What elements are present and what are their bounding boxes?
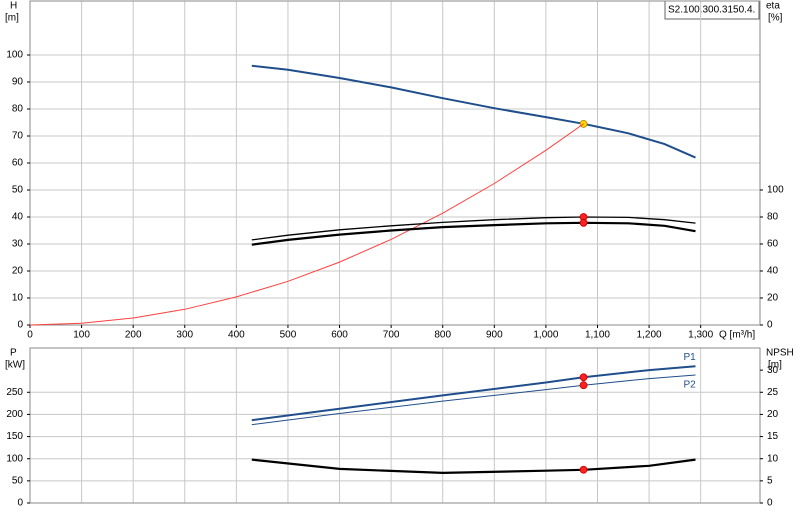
x-tick-label: 900 [486,330,503,341]
x-tick-label: 300 [176,330,193,341]
y-tick-label: 40 [12,212,24,223]
y2-tick-label: 30 [767,365,779,376]
operating-point [579,373,588,382]
y-tick-label: 20 [12,266,24,277]
plot-frame [29,347,761,504]
y-tick-label: 50 [12,475,24,486]
y-axis-unit: [m] [5,13,19,24]
curve-label: P2 [684,380,697,391]
curve [29,123,584,326]
y-tick-label: 30 [12,239,24,250]
y2-axis-unit: [m] [768,360,782,371]
curve [251,365,696,422]
y-axis-label: H [10,1,17,12]
y2-tick-label: 0 [767,320,773,331]
x-tick-label: 500 [280,330,297,341]
curve-label: P1 [684,352,697,363]
y-tick-label: 0 [17,320,23,331]
y2-tick-label: 20 [767,293,779,304]
x-tick-label: 700 [383,330,400,341]
curve [251,221,696,246]
y2-tick-label: 15 [767,431,779,442]
y-tick-label: 80 [12,104,24,115]
y2-tick-label: 100 [767,185,784,196]
y-tick-label: 90 [12,77,24,88]
y-axis-label: P [10,348,17,359]
curve [251,374,696,426]
x-tick-label: 800 [434,330,451,341]
y-tick-label: 100 [6,453,23,464]
curve [251,64,696,159]
x-tick-label: 1,300 [688,330,713,341]
model-label: S2.100.300.3150.4. [668,5,755,16]
y2-axis-label: eta [766,1,780,12]
x-tick-label: 200 [125,330,142,341]
operating-point [579,218,588,227]
y-tick-label: 200 [6,409,23,420]
curve [251,458,696,475]
y-tick-label: 50 [12,185,24,196]
x-tick-label: 1,000 [533,330,558,341]
y-tick-label: 250 [6,387,23,398]
y-axis-unit: [kW] [5,360,25,371]
y2-tick-label: 0 [767,498,773,509]
operating-point [579,465,588,474]
x-tick-label: 0 [27,330,33,341]
x-axis-label: Q [m³/h] [719,330,755,341]
x-tick-label: 1,200 [637,330,662,341]
y-tick-label: 70 [12,131,24,142]
operating-point [579,381,588,390]
y2-axis-unit: [%] [768,13,783,24]
y2-tick-label: 5 [767,475,773,486]
y-tick-label: 150 [6,431,23,442]
curve [251,216,696,241]
y2-axis-label: NPSH [766,348,794,359]
x-tick-label: 100 [73,330,90,341]
y-tick-label: 0 [17,498,23,509]
y2-tick-label: 20 [767,409,779,420]
y-tick-label: 60 [12,158,24,169]
y2-tick-label: 10 [767,453,779,464]
x-tick-label: 400 [228,330,245,341]
y2-tick-label: 80 [767,212,779,223]
x-tick-label: 600 [331,330,348,341]
y2-tick-label: 40 [767,266,779,277]
y2-tick-label: 25 [767,387,779,398]
y-tick-label: 100 [6,50,23,61]
y-tick-label: 10 [12,293,24,304]
x-tick-label: 1,100 [585,330,610,341]
y2-tick-label: 60 [767,239,779,250]
